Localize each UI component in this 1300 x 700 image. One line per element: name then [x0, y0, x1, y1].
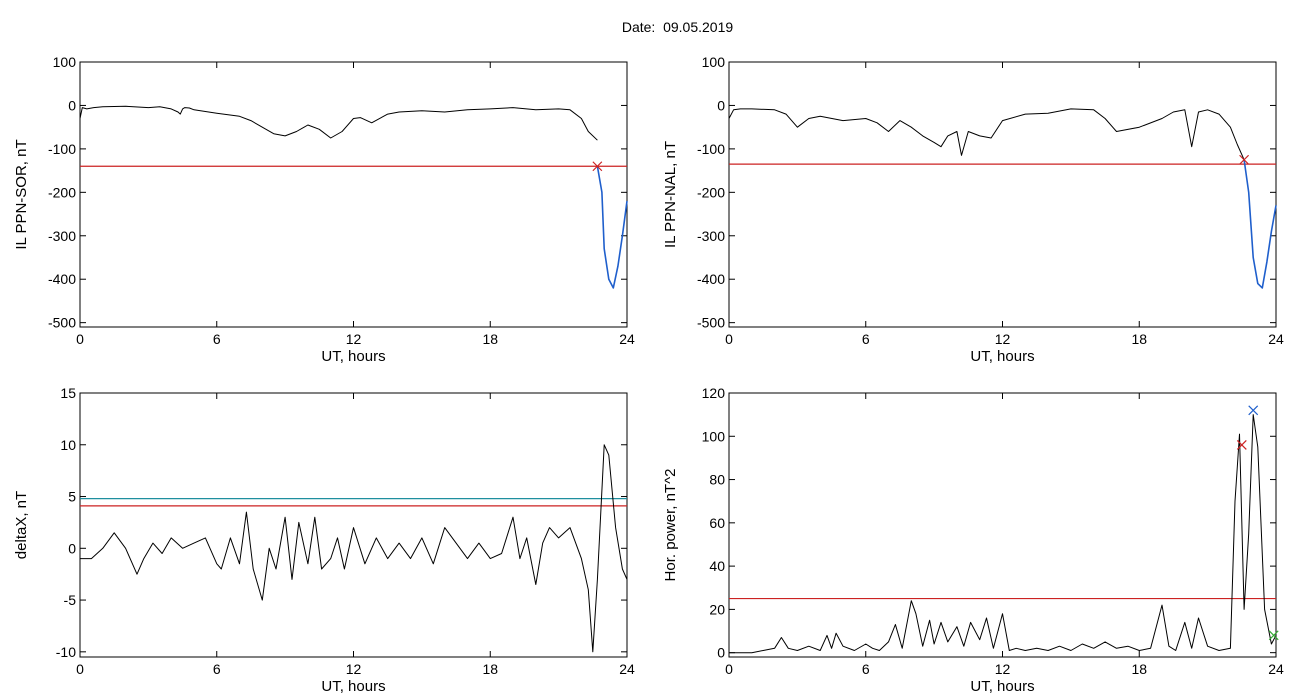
marker-stroke	[1268, 630, 1279, 641]
y-axis-label: IL PPN-NAL, nT	[662, 141, 679, 248]
y-tick-label: 80	[709, 472, 725, 488]
marker-red	[1236, 440, 1247, 450]
y-axis-label: IL PPN-SOR, nT	[13, 139, 30, 249]
x-tick-label: 18	[482, 331, 498, 347]
y-tick-label: -100	[48, 141, 76, 157]
marker-red	[1239, 154, 1250, 165]
series-line-blue	[1243, 159, 1277, 289]
y-tick-label: 0	[717, 97, 725, 113]
marker-green	[1268, 630, 1279, 641]
y-tick-label: -200	[48, 184, 76, 200]
date-label: Date:	[621, 19, 656, 35]
y-tick-label: 10	[60, 437, 76, 453]
series-line-black	[80, 444, 628, 653]
x-tick-label: 18	[482, 661, 498, 677]
x-tick-label: 18	[1131, 661, 1147, 677]
date-value: 09.05.2019	[663, 19, 734, 35]
page-title: Date: 09.05.2019	[0, 19, 1300, 35]
plot-frame	[79, 61, 628, 328]
marker-red	[592, 161, 603, 172]
y-tick-label: -400	[697, 271, 725, 287]
x-tick-label: 24	[1268, 661, 1284, 677]
y-tick-label: 0	[717, 645, 725, 661]
y-tick-label: 100	[53, 54, 77, 70]
marker-blue	[1248, 405, 1259, 416]
chart-nal: 0 6 12 18 24 100 0 -100 -200 -300 -400 -500 UT, hour…	[662, 54, 1284, 365]
y-tick-label: -300	[697, 228, 725, 244]
x-tick-label: 0	[725, 661, 733, 677]
y-tick-label: -10	[56, 644, 76, 660]
y-tick-label: -500	[48, 315, 76, 331]
chart-deltax: 0 6 12 18 24 15 10 5 0 -5 -10 UT, hours deltaX, nT	[13, 385, 635, 695]
x-tick-label: 24	[619, 331, 635, 347]
plot-frame	[79, 392, 628, 658]
marker-stroke	[592, 161, 603, 172]
y-tick-label: -500	[697, 315, 725, 331]
y-tick-label: 20	[709, 601, 725, 617]
plot-frame	[728, 392, 1277, 658]
y-tick-label: -300	[48, 228, 76, 244]
x-tick-label: 12	[995, 661, 1011, 677]
y-tick-label: 0	[68, 97, 76, 113]
y-tick-label: 40	[709, 558, 725, 574]
y-tick-label: 120	[702, 385, 726, 401]
x-tick-label: 18	[1131, 331, 1147, 347]
x-tick-label: 0	[76, 661, 84, 677]
x-tick-label: 24	[1268, 331, 1284, 347]
y-tick-label: -200	[697, 184, 725, 200]
x-axis-label: UT, hours	[970, 678, 1034, 695]
x-tick-label: 6	[862, 661, 870, 677]
y-tick-label: -400	[48, 271, 76, 287]
y-axis-label: Hor. power, nT^2	[662, 469, 679, 582]
x-tick-label: 6	[213, 661, 221, 677]
marker-stroke	[1248, 405, 1259, 416]
marker-stroke	[1236, 440, 1247, 450]
x-tick-label: 0	[725, 331, 733, 347]
x-axis-label: UT, hours	[970, 348, 1034, 365]
plot-frame	[728, 61, 1277, 328]
chart-sor: 0 6 12 18 24 100 0 -100 -200 -300 -400 -500 UT, hour…	[13, 54, 635, 365]
series-line-blue	[596, 166, 628, 289]
x-tick-label: 12	[995, 331, 1011, 347]
x-tick-label: 0	[76, 331, 84, 347]
x-tick-label: 24	[619, 661, 635, 677]
y-tick-label: 100	[702, 54, 726, 70]
y-tick-label: -100	[697, 141, 725, 157]
x-tick-label: 6	[862, 331, 870, 347]
y-tick-label: -5	[64, 592, 77, 608]
chart-power: 0 6 12 18 24 120 100 80 60 40 20 0 UT, hours Hor. pow…	[662, 385, 1284, 695]
series-line-black	[729, 414, 1277, 654]
y-tick-label: 60	[709, 515, 725, 531]
x-tick-label: 12	[346, 331, 362, 347]
y-tick-label: 5	[68, 489, 76, 505]
y-tick-label: 15	[60, 385, 76, 401]
y-tick-label: 0	[68, 540, 76, 556]
series-line-black	[728, 108, 1245, 160]
y-axis-label: deltaX, nT	[13, 491, 30, 559]
x-axis-label: UT, hours	[321, 678, 385, 695]
series-line-black	[79, 105, 598, 141]
x-tick-label: 12	[346, 661, 362, 677]
marker-stroke	[1239, 154, 1250, 165]
x-axis-label: UT, hours	[321, 348, 385, 365]
x-tick-label: 6	[213, 331, 221, 347]
y-tick-label: 100	[702, 428, 726, 444]
